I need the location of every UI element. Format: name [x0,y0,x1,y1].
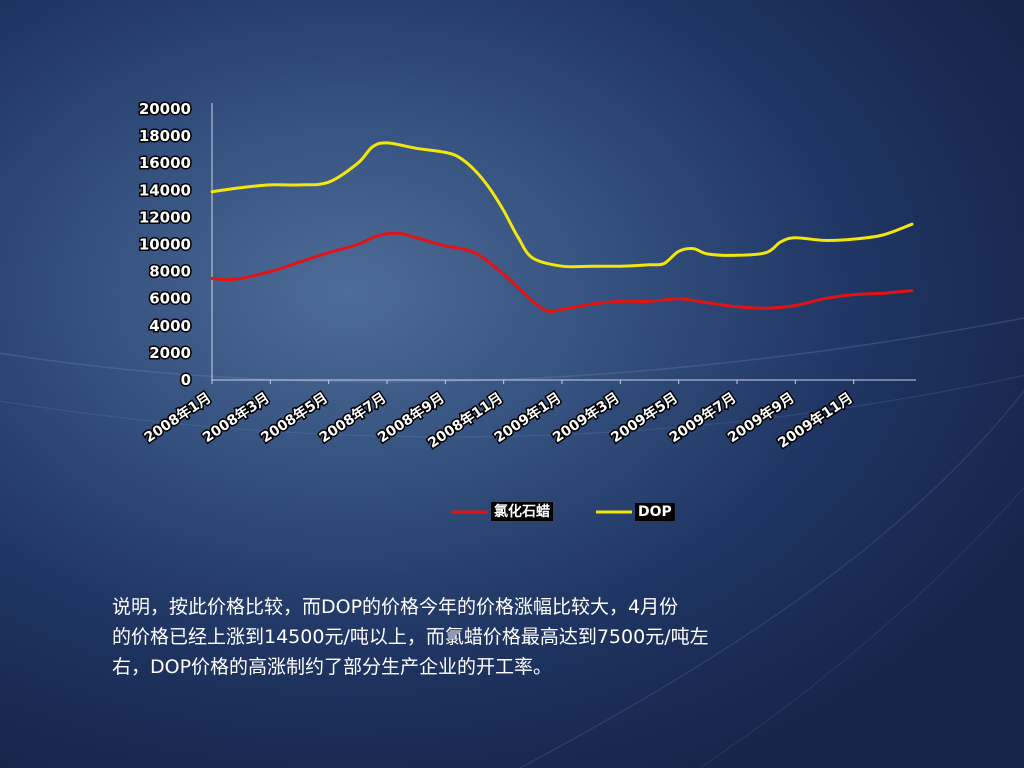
y-tick-label: 2000 [149,344,191,362]
series-line-dop [210,141,914,269]
chart-legend: 氯化石蜡 DOP [452,502,675,521]
legend-label-background [635,503,675,521]
y-tick-label: 12000 [139,208,191,226]
legend-label: 氯化石蜡 [494,503,550,520]
y-tick-label: 4000 [149,317,191,335]
y-tick-label: 18000 [139,127,191,145]
legend-label: DOP [638,504,672,520]
y-tick-label: 0 [181,371,191,389]
y-tick-label: 20000 [139,100,191,118]
y-tick-label: 14000 [139,181,191,199]
caption-line-3: 右，DOP价格的高涨制约了部分生产企业的开工率。 [112,656,553,678]
y-tick-label: 10000 [139,236,191,254]
y-axis-ticks: 0 2000 4000 6000 8000 10000 12000 14000 16000 180… [137,99,192,391]
y-tick-label: 6000 [149,290,191,308]
chart-axes [211,103,916,381]
series-line-chlorinated-paraffin [210,231,914,313]
legend-label-background [491,502,553,521]
series-lines [210,141,914,313]
y-tick-label: 16000 [139,154,191,172]
caption-line-1: 说明，按此价格比较，而DOP的价格今年的价格涨幅比较大，4月份 [112,596,679,618]
caption-text: 说明，按此价格比较，而DOP的价格今年的价格涨幅比较大，4月份 的价格已经上涨到… [112,592,912,682]
y-tick-label: 8000 [149,263,191,281]
x-axis-ticks: 2008年1月2008年3月2008年5月2008年7月2008年9月2008年… [140,380,857,453]
caption-line-2: 的价格已经上涨到14500元/吨以上，而氯蜡价格最高达到7500元/吨左 [112,626,709,648]
